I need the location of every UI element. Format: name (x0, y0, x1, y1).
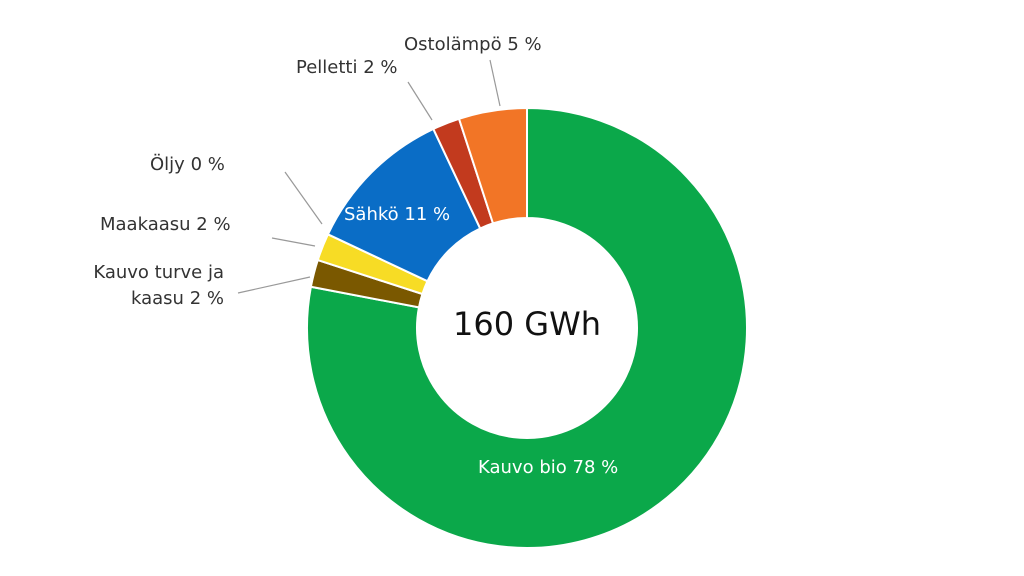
leader-line (237, 276, 311, 294)
category-label: Öljy (150, 154, 185, 175)
slice-label: Sähkö 11 % (344, 202, 450, 228)
category-label: Maakaasu (100, 214, 191, 235)
slice-label: Kauvo bio 78 % (478, 455, 618, 481)
value-label: 11 % (404, 204, 451, 225)
leader-line (271, 237, 316, 247)
slice-label: Kauvo turve ja kaasu 2 % (84, 260, 224, 312)
category-label: Ostolämpö (404, 34, 502, 55)
value-label: 2 % (196, 214, 231, 235)
category-label: Sähkö (344, 204, 399, 225)
slice (306, 106, 748, 549)
category-label: Kauvo bio (478, 457, 567, 478)
leader-line (407, 81, 433, 121)
slice (457, 106, 528, 225)
slice-label: Maakaasu 2 % (100, 212, 231, 238)
slice-label: Pelletti 2 % (296, 55, 398, 81)
center-label: 160 GWh (453, 305, 601, 343)
value-label: 5 % (507, 34, 542, 55)
value-label: 0 % (190, 154, 225, 175)
value-label: 2 % (189, 288, 224, 309)
value-label: 2 % (363, 57, 398, 78)
slice-label: Ostolämpö 5 % (404, 32, 542, 58)
leader-line (489, 59, 501, 107)
category-label: Pelletti (296, 57, 358, 78)
leader-line (284, 171, 323, 225)
slice-label: Öljy 0 % (150, 152, 225, 178)
value-label: 78 % (572, 457, 619, 478)
category-label: Kauvo turve ja kaasu (93, 262, 224, 309)
